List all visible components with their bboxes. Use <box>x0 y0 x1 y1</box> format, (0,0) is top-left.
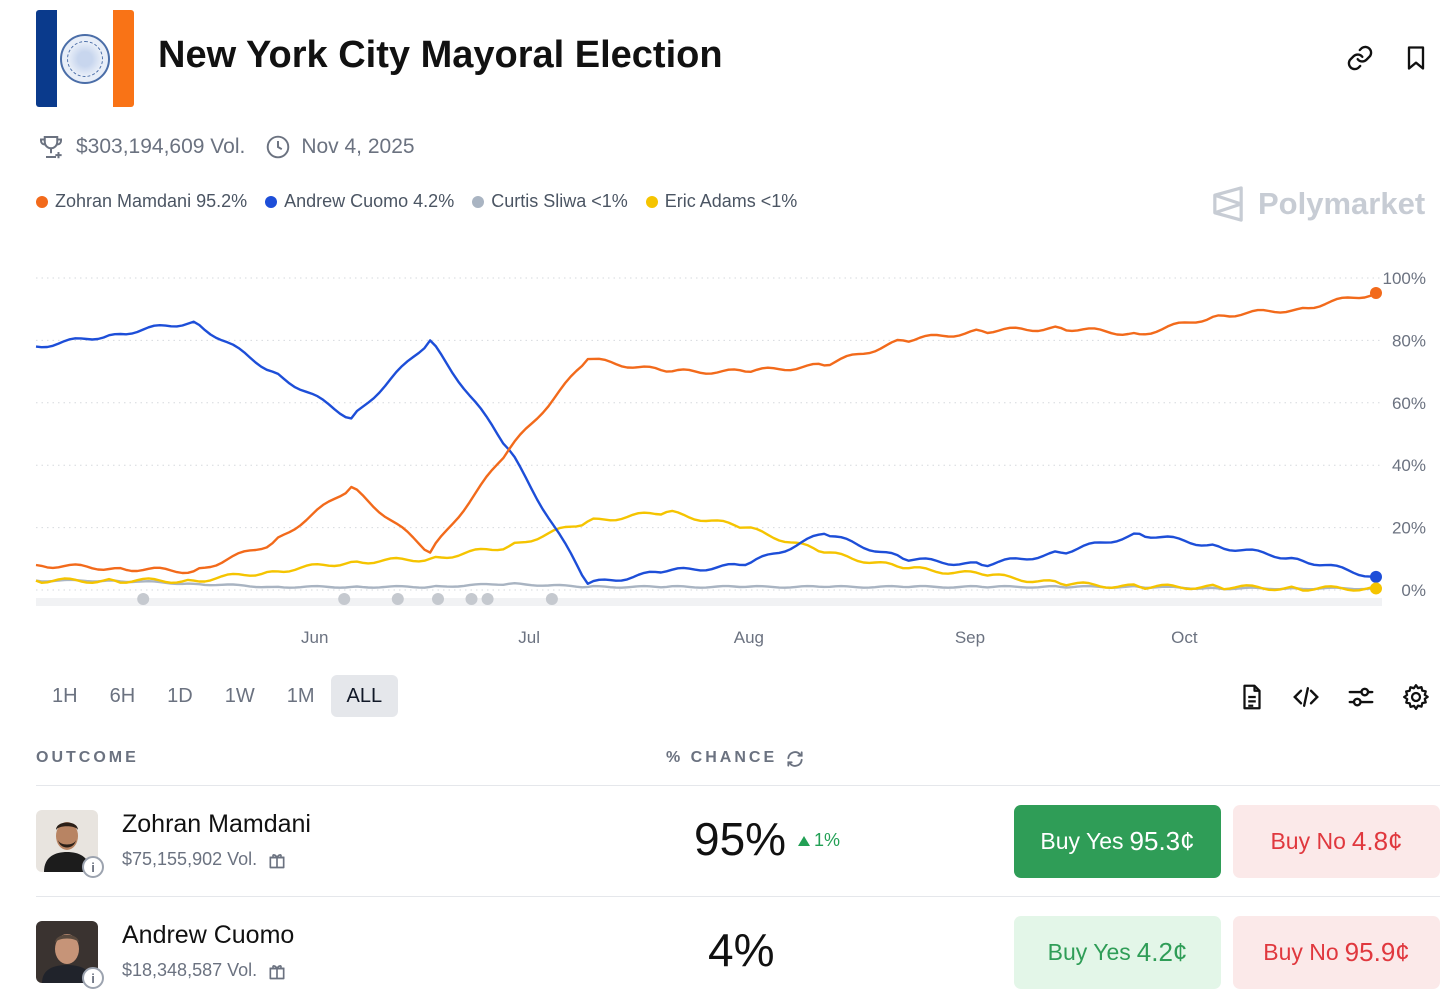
page-title: New York City Mayoral Election <box>158 34 723 76</box>
outcome-chance: 95% <box>694 813 787 865</box>
divider <box>36 785 1440 786</box>
chart-legend: Zohran Mamdani 95.2% Andrew Cuomo 4.2% C… <box>36 191 815 212</box>
document-icon[interactable] <box>1237 682 1267 712</box>
triangle-up-icon <box>798 835 810 846</box>
price-chart[interactable]: 100% 80% 60% 40% 20% 0% Jun Jul Aug Sep Oct <box>0 250 1456 660</box>
x-tick-label: Jun <box>301 628 328 647</box>
buy-yes-button[interactable]: Buy Yes 95.3¢ <box>1014 805 1221 878</box>
market-meta: $303,194,609 Vol. Nov 4, 2025 <box>36 130 435 164</box>
series-end-dot-eric-adams <box>1370 582 1382 595</box>
range-button-1w[interactable]: 1W <box>224 684 255 707</box>
event-marker[interactable] <box>137 593 150 605</box>
outcome-column-header: OUTCOME <box>36 749 139 766</box>
legend-dot-icon <box>645 195 658 208</box>
polymarket-icon <box>1213 186 1243 222</box>
y-tick-label: 80% <box>1392 331 1426 350</box>
legend-dot-icon <box>265 195 278 208</box>
event-marker[interactable] <box>465 593 478 605</box>
filter-sliders-icon[interactable] <box>1346 682 1376 712</box>
buy-no-button[interactable]: Buy No 4.8¢ <box>1233 805 1440 878</box>
x-tick-label: Jul <box>518 628 540 647</box>
legend-dot-icon <box>472 195 485 208</box>
total-volume: $303,194,609 Vol. <box>76 135 246 158</box>
series-line-andrew-cuomo <box>35 320 1377 585</box>
range-button-1m[interactable]: 1M <box>286 684 315 707</box>
gift-icon[interactable] <box>267 850 287 870</box>
divider <box>36 896 1440 897</box>
legend-item: Eric Adams <1% <box>645 191 797 212</box>
event-marker[interactable] <box>432 593 444 605</box>
y-tick-label: 40% <box>1392 456 1426 475</box>
event-marker[interactable] <box>545 593 558 605</box>
timeline-band <box>36 598 1382 606</box>
buy-no-button[interactable]: Buy No 95.9¢ <box>1233 916 1440 989</box>
series-line-eric-adams <box>35 509 1377 592</box>
link-icon[interactable] <box>1346 44 1374 72</box>
event-marker[interactable] <box>391 593 404 605</box>
legend-item: Curtis Sliwa <1% <box>472 191 628 212</box>
nyc-seal-icon <box>60 33 110 84</box>
outcome-name: Zohran Mamdani <box>122 810 311 838</box>
event-marker[interactable] <box>481 593 494 605</box>
time-range-selector: 1H 6H 1D 1W 1M ALL <box>36 675 399 717</box>
outcome-name: Andrew Cuomo <box>122 921 295 949</box>
outcome-volume: $18,348,587 Vol. <box>122 960 287 981</box>
buy-yes-button[interactable]: Buy Yes 4.2¢ <box>1014 916 1221 989</box>
range-button-1h[interactable]: 1H <box>52 684 78 707</box>
range-button-all[interactable]: ALL <box>330 675 399 717</box>
embed-code-icon[interactable] <box>1291 682 1321 712</box>
x-tick-label: Sep <box>955 628 985 647</box>
x-tick-label: Aug <box>734 628 764 647</box>
polymarket-logo: Polymarket <box>1210 185 1425 223</box>
chance-delta: 1% <box>798 830 840 851</box>
legend-item: Zohran Mamdani 95.2% <box>36 191 247 212</box>
clock-icon <box>267 135 290 159</box>
y-tick-label: 100% <box>1383 269 1426 288</box>
info-icon[interactable]: i <box>82 856 104 878</box>
y-tick-label: 0% <box>1401 581 1426 600</box>
series-line-curtis-sliwa <box>35 578 1377 591</box>
chance-column-header: % CHANCE <box>666 749 778 766</box>
outcome-volume: $75,155,902 Vol. <box>122 849 287 870</box>
refresh-icon[interactable] <box>785 749 805 769</box>
y-tick-label: 20% <box>1392 519 1426 538</box>
series-end-dot-andrew-cuomo <box>1370 570 1382 583</box>
y-tick-label: 60% <box>1392 394 1426 413</box>
market-header: New York City Mayoral Election <box>36 10 1440 108</box>
legend-dot-icon <box>36 195 48 208</box>
nyc-flag-logo <box>36 10 134 107</box>
range-button-6h[interactable]: 6H <box>109 684 136 707</box>
series-end-dot-zohran-mamdani <box>1370 286 1382 299</box>
event-marker[interactable] <box>338 593 351 605</box>
settings-gear-icon[interactable] <box>1401 682 1431 712</box>
trophy-icon <box>40 136 62 159</box>
series-line-zohran-mamdani <box>35 291 1377 575</box>
range-button-1d[interactable]: 1D <box>167 684 193 707</box>
legend-item: Andrew Cuomo 4.2% <box>265 191 454 212</box>
gift-icon[interactable] <box>267 961 287 981</box>
info-icon[interactable]: i <box>82 967 104 989</box>
outcome-chance: 4% <box>708 924 775 976</box>
x-tick-label: Oct <box>1171 628 1198 647</box>
end-date: Nov 4, 2025 <box>301 135 415 158</box>
bookmark-icon[interactable] <box>1402 44 1430 72</box>
